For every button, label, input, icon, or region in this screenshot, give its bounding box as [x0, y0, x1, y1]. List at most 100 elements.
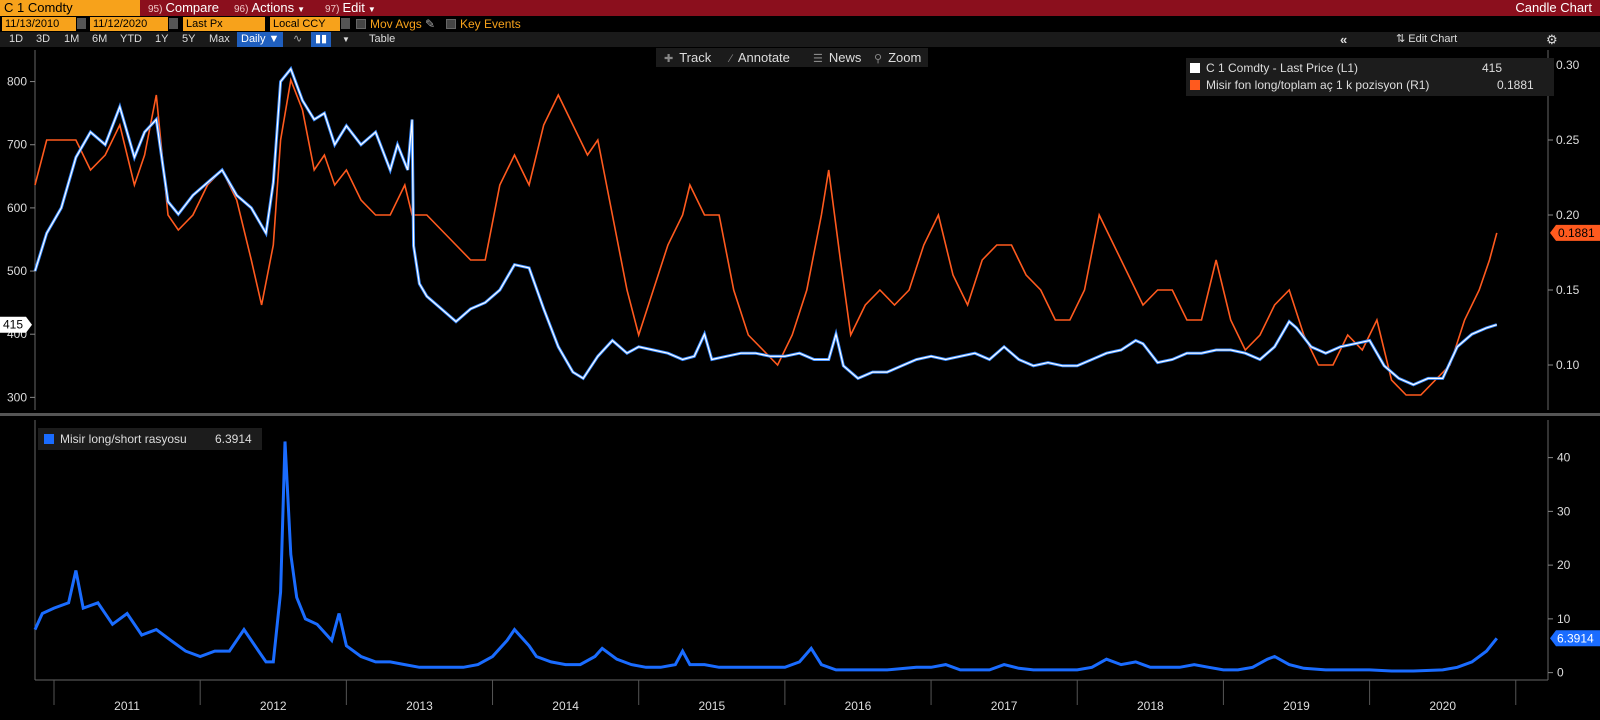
right-axis-tick-label: 0.20 — [1556, 208, 1580, 222]
news-button[interactable]: ☰ News — [813, 48, 861, 67]
range-1y[interactable]: 1Y — [155, 33, 169, 45]
chart-toolbar — [656, 48, 928, 67]
x-axis-year-label: 2012 — [260, 699, 287, 713]
ratio-last-value-label: 0.1881 — [1558, 226, 1595, 240]
price-last-value-label: 415 — [3, 318, 23, 332]
key-events-label[interactable]: Key Events — [460, 17, 521, 31]
x-axis-year-label: 2018 — [1137, 699, 1164, 713]
actions-menu[interactable]: 96) Actions ▼ — [234, 0, 305, 16]
price-last-value-tag — [0, 316, 32, 333]
period-selector[interactable]: Daily ▼ — [237, 32, 284, 47]
legend-long-short-value: 6.3914 — [215, 432, 252, 446]
x-axis-year-label: 2013 — [406, 699, 433, 713]
lower-axis-tick-label: 0 — [1557, 666, 1564, 680]
legend-swatch — [1190, 80, 1200, 90]
chevron-down-icon: ▼ — [297, 5, 306, 14]
calendar-icon[interactable] — [169, 18, 178, 29]
currency-selector[interactable]: Local CCY — [270, 17, 340, 31]
candle-chart-icon[interactable]: ▮▮ — [311, 32, 332, 47]
long-short-series-line — [33, 441, 1498, 673]
legend-item-ratio: Misir fon long/toplam aç 1 k pozisyon (R… — [1190, 77, 1429, 93]
x-axis-year-label: 2016 — [845, 699, 872, 713]
edit-menu-number: 97) — [325, 4, 340, 15]
ticker-field[interactable]: C 1 Comdty — [0, 0, 140, 16]
lower-axis-tick-label: 30 — [1557, 504, 1571, 518]
range-6m[interactable]: 6M — [92, 33, 108, 45]
actions-menu-label: Actions — [251, 0, 295, 15]
legend-swatch — [44, 434, 54, 444]
legend-ratio-name: Misir fon long/toplam aç 1 k pozisyon (R… — [1206, 78, 1430, 92]
upper-legend — [1186, 58, 1554, 96]
start-date-field[interactable]: 11/13/2010 — [2, 17, 76, 31]
actions-menu-number: 96) — [234, 4, 249, 15]
legend-price-value: 415 — [1482, 61, 1503, 75]
price-series-line — [34, 67, 1497, 386]
range-row — [0, 32, 1600, 47]
calendar-icon[interactable] — [77, 18, 86, 29]
chevron-down-icon: ▼ — [268, 33, 280, 45]
crosshair-icon: ✚ — [664, 53, 674, 65]
collapse-icon[interactable]: « — [1340, 32, 1348, 47]
track-label: Track — [679, 50, 712, 65]
left-axis-tick-label: 800 — [7, 75, 27, 89]
zoom-button[interactable]: ⚲ Zoom — [874, 48, 921, 67]
left-axis-tick-label: 300 — [7, 390, 27, 404]
period-label: Daily — [241, 33, 266, 45]
mov-avgs-label[interactable]: Mov Avgs — [370, 17, 422, 31]
magnifier-icon: ⚲ — [874, 53, 883, 65]
range-3d[interactable]: 3D — [36, 33, 51, 45]
range-ytd[interactable]: YTD — [120, 33, 142, 45]
range-5y[interactable]: 5Y — [182, 33, 196, 45]
long-short-last-value-tag — [1550, 630, 1600, 647]
compare-menu[interactable]: 95) Compare — [148, 0, 219, 16]
chart-type-title: Candle Chart — [1515, 0, 1592, 15]
legend-item-long-short: Misir long/short rasyosu — [44, 431, 187, 447]
top-menu-bar — [0, 0, 1600, 16]
gear-icon[interactable]: ⚙ — [1546, 32, 1558, 47]
right-axis-tick-label: 0.30 — [1556, 58, 1580, 72]
lower-axis-tick-label: 40 — [1557, 451, 1571, 465]
x-axis-year-label: 2019 — [1283, 699, 1310, 713]
pencil-icon: ∕ — [730, 53, 732, 65]
edit-chart-button[interactable]: ⇅ Edit Chart — [1396, 32, 1457, 47]
legend-swatch — [1190, 63, 1200, 73]
legend-item-price: C 1 Comdty - Last Price (L1) — [1190, 60, 1358, 76]
panel-divider[interactable] — [0, 413, 1600, 416]
sliders-icon: ⇅ — [1396, 33, 1409, 45]
legend-ratio-value: 0.1881 — [1497, 78, 1534, 92]
range-1d[interactable]: 1D — [9, 33, 24, 45]
range-max[interactable]: Max — [209, 33, 230, 45]
ratio-last-value-tag — [1550, 224, 1600, 241]
x-axis-year-label: 2017 — [991, 699, 1018, 713]
legend-price-name: C 1 Comdty - Last Price (L1) — [1206, 61, 1359, 75]
chevron-down-icon[interactable]: ▼ — [342, 35, 350, 44]
pencil-icon[interactable]: ✎ — [425, 17, 436, 31]
price-series-shadow — [33, 65, 1498, 387]
annotate-label: Annotate — [737, 50, 790, 65]
field-selector[interactable]: Last Px — [183, 17, 265, 31]
edit-menu[interactable]: 97) Edit ▼ — [325, 0, 376, 16]
x-axis-year-label: 2014 — [552, 699, 579, 713]
compare-menu-label: Compare — [165, 0, 219, 15]
lower-axis-tick-label: 20 — [1557, 558, 1571, 572]
compare-menu-number: 95) — [148, 4, 163, 15]
left-axis-tick-label: 500 — [7, 264, 27, 278]
lower-legend — [38, 428, 262, 450]
line-chart-icon[interactable]: ∿ — [293, 33, 303, 45]
lower-axis-tick-label: 10 — [1557, 612, 1571, 626]
mov-avgs-checkbox[interactable] — [356, 19, 366, 29]
end-date-field[interactable]: 11/12/2020 — [90, 17, 168, 31]
edit-chart-label: Edit Chart — [1408, 33, 1458, 45]
right-axis-tick-label: 0.15 — [1556, 283, 1580, 297]
range-1m[interactable]: 1M — [64, 33, 80, 45]
right-axis-tick-label: 0.25 — [1556, 133, 1580, 147]
table-button[interactable]: Table — [369, 33, 396, 45]
zoom-label: Zoom — [888, 50, 922, 65]
news-label: News — [828, 50, 862, 65]
annotate-button[interactable]: ∕ Annotate — [730, 48, 790, 67]
left-axis-tick-label: 600 — [7, 201, 27, 215]
key-events-checkbox[interactable] — [446, 19, 456, 29]
chevron-down-icon[interactable] — [341, 18, 350, 29]
track-button[interactable]: ✚ Track — [664, 48, 711, 67]
